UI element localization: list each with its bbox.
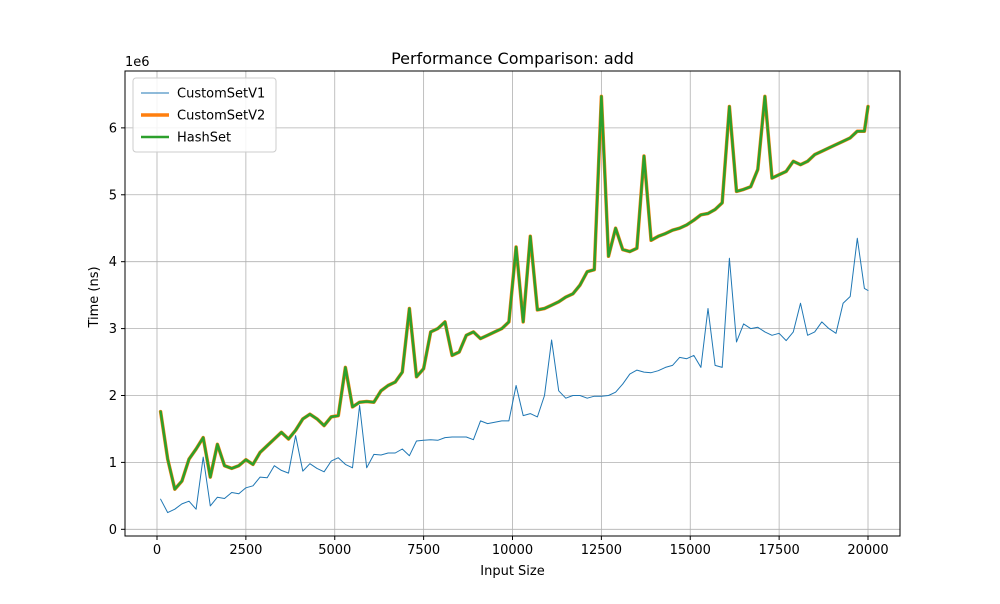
x-tick-label: 10000 xyxy=(492,543,533,558)
chart-title: Performance Comparison: add xyxy=(391,49,634,68)
x-tick-label: 2500 xyxy=(229,543,262,558)
x-tick-label: 5000 xyxy=(318,543,351,558)
x-tick-label: 15000 xyxy=(670,543,711,558)
x-axis-label: Input Size xyxy=(480,564,544,579)
series-layer xyxy=(158,94,870,514)
grid-layer xyxy=(125,71,900,536)
legend-box xyxy=(132,77,277,153)
y-tick-label: 4 xyxy=(109,255,117,270)
y-axis-label: Time (ns) xyxy=(87,266,102,328)
x-tick-label: 7500 xyxy=(407,543,440,558)
y-tick-label: 1 xyxy=(109,456,117,471)
y-tick-label: 6 xyxy=(109,121,117,136)
series-line-customsetv1 xyxy=(160,237,869,514)
y-tick-label: 0 xyxy=(109,523,117,538)
y-axis-scale-label: 1e6 xyxy=(125,55,150,70)
legend-label: CustomSetV1 xyxy=(177,87,265,102)
axes-layer: 0 2500 5000 7500 10000 12500 15000 17500 20000 0 1… xyxy=(109,70,901,558)
y-tick-label: 2 xyxy=(109,389,117,404)
y-tick-label: 5 xyxy=(109,188,117,203)
x-tick-label: 20000 xyxy=(847,543,888,558)
series-line-hashset xyxy=(159,95,870,491)
y-tick-label: 3 xyxy=(109,322,117,337)
legend: CustomSetV1 CustomSetV2 HashSet xyxy=(132,77,277,153)
x-tick-label: 17500 xyxy=(758,543,799,558)
legend-label: CustomSetV2 xyxy=(177,109,265,124)
x-tick-label: 12500 xyxy=(581,543,622,558)
x-tick-label: 0 xyxy=(153,543,161,558)
legend-label: HashSet xyxy=(177,131,231,146)
